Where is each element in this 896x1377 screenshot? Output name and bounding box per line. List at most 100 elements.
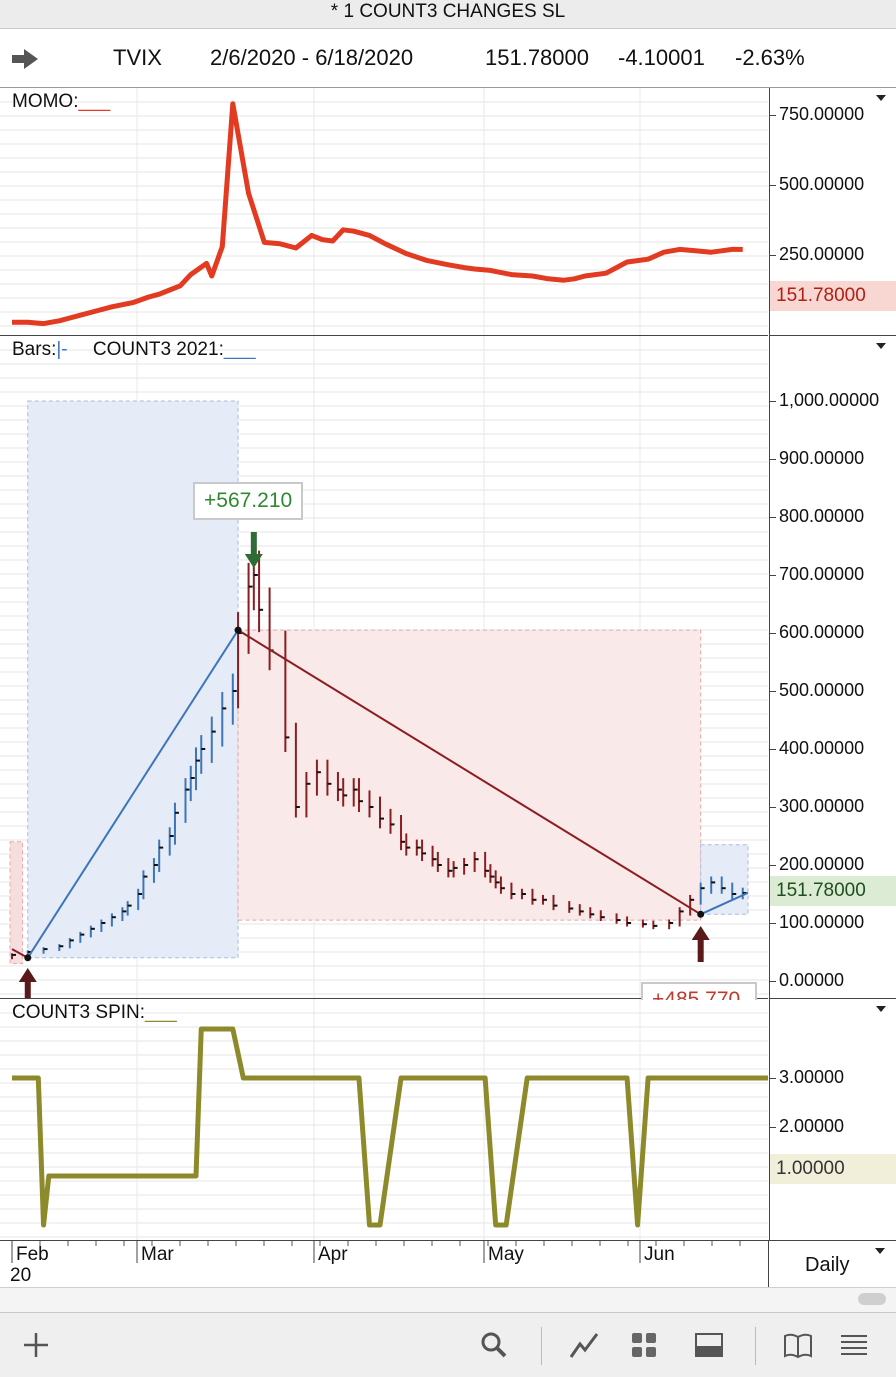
last-price: 151.78000 bbox=[485, 45, 589, 70]
short-trade-box bbox=[9, 841, 24, 965]
year-label: 20 bbox=[10, 1265, 32, 1286]
window-title: * 1 COUNT3 CHANGES SL bbox=[330, 1, 566, 22]
x-axis-month-label: Jun bbox=[644, 1244, 675, 1265]
price-scale[interactable]: 1,000.00000 900.00000 800.00000 700.00000 60… bbox=[769, 336, 896, 999]
spin-label: COUNT3 SPIN: bbox=[12, 1002, 146, 1023]
momo-legend-dash: ___ bbox=[78, 91, 111, 112]
chevron-down-icon[interactable] bbox=[874, 341, 888, 351]
panel-layout-icon[interactable] bbox=[693, 1329, 725, 1361]
toolbar-divider bbox=[755, 1327, 756, 1365]
spin-tick-label-mark bbox=[770, 1127, 776, 1128]
x-axis-month-label: Feb bbox=[16, 1244, 49, 1265]
buy-arrow-icon bbox=[691, 926, 710, 962]
momo-panel[interactable]: MOMO:___ bbox=[0, 88, 768, 336]
symbol-label[interactable]: TVIX bbox=[113, 45, 162, 70]
price-tick-label-mark bbox=[770, 575, 776, 576]
price-tick-label-mark bbox=[770, 401, 776, 402]
scrollbar-thumb[interactable] bbox=[858, 1293, 886, 1305]
bottom-toolbar bbox=[0, 1312, 896, 1377]
spin-series-line bbox=[12, 1026, 768, 1228]
add-icon[interactable] bbox=[20, 1329, 52, 1361]
momo-last-value: 151.78000 bbox=[770, 281, 896, 311]
buy-arrow-icon bbox=[18, 968, 37, 998]
chevron-down-icon[interactable] bbox=[873, 1246, 887, 1256]
spin-legend-dash: ___ bbox=[145, 1002, 177, 1023]
sell-arrow-icon bbox=[244, 532, 263, 568]
chart-line-icon[interactable] bbox=[568, 1329, 600, 1361]
period-selector[interactable]: Daily bbox=[769, 1240, 896, 1287]
momo-label: MOMO: bbox=[12, 91, 79, 112]
price-tick-label-mark bbox=[770, 865, 776, 866]
price-tick-label-mark bbox=[770, 633, 776, 634]
count3-legend-dash: ___ bbox=[223, 339, 256, 360]
arrow-right-icon[interactable] bbox=[10, 46, 40, 72]
momo-series-line bbox=[12, 101, 743, 327]
spin-chart bbox=[0, 999, 768, 1240]
momo-chart bbox=[0, 88, 768, 335]
price-tick-label-mark bbox=[770, 923, 776, 924]
price-tick-label-mark bbox=[770, 691, 776, 692]
price-tick-label: 300.00000 bbox=[779, 796, 865, 816]
book-icon[interactable] bbox=[782, 1329, 814, 1361]
price-tick-label-mark bbox=[770, 807, 776, 808]
loss-annotation-box[interactable]: +485.770 bbox=[641, 982, 757, 1000]
price-tick-label: 500.00000 bbox=[779, 680, 865, 700]
grid-icon[interactable] bbox=[628, 1329, 660, 1361]
loss-annotation: +485.770 bbox=[652, 988, 741, 1000]
momo-tick-label-mark bbox=[770, 115, 776, 116]
price-tick-label: 900.00000 bbox=[779, 448, 865, 468]
gain-annotation[interactable]: +567.210 bbox=[193, 482, 304, 520]
x-axis-month-label: Mar bbox=[141, 1244, 174, 1265]
trade-signal-point bbox=[234, 626, 242, 634]
trade-signal-point bbox=[697, 910, 705, 918]
count3-label: COUNT3 2021: bbox=[92, 339, 224, 360]
price-last-value: 151.78000 bbox=[770, 876, 896, 906]
bars-label: Bars: bbox=[12, 339, 57, 360]
count3-trend-line bbox=[26, 629, 239, 959]
spin-tick-label: 2.00000 bbox=[779, 1116, 845, 1136]
price-tick-label-mark bbox=[770, 981, 776, 982]
x-axis[interactable]: Feb Mar Apr May Jun 20 bbox=[0, 1240, 769, 1287]
price-tick-label: 800.00000 bbox=[779, 506, 865, 526]
search-icon[interactable] bbox=[478, 1329, 510, 1361]
price-tick-label: 100.00000 bbox=[779, 912, 865, 932]
momo-tick-label-mark bbox=[770, 255, 776, 256]
date-range: 2/6/2020 - 6/18/2020 bbox=[210, 45, 414, 70]
price-tick-label: 0.00000 bbox=[779, 970, 845, 990]
price-tick-label: 200.00000 bbox=[779, 854, 865, 874]
menu-icon[interactable] bbox=[838, 1329, 870, 1361]
price-tick-label: 700.00000 bbox=[779, 564, 865, 584]
bars-glyph: |- bbox=[56, 339, 68, 360]
spin-tick-label: 3.00000 bbox=[779, 1067, 845, 1087]
price-tick-label-mark bbox=[770, 459, 776, 460]
trade-signal-point bbox=[24, 954, 32, 962]
x-axis-month-label: Apr bbox=[318, 1244, 348, 1265]
momo-tick-label-mark bbox=[770, 185, 776, 186]
price-panel[interactable]: Bars:|- COUNT3 2021:___ +567.210 +485.77… bbox=[0, 336, 768, 1000]
spin-last-value: 1.00000 bbox=[770, 1154, 896, 1184]
chevron-down-icon[interactable] bbox=[874, 93, 888, 103]
momo-tick-label: 500.00000 bbox=[779, 174, 865, 194]
window-title-bar: * 1 COUNT3 CHANGES SL bbox=[0, 0, 896, 29]
toolbar-divider bbox=[541, 1327, 542, 1365]
momo-scale[interactable]: 750.00000 500.00000 250.00000 151.78000 bbox=[769, 88, 896, 336]
momo-tick-label: 250.00000 bbox=[779, 244, 865, 264]
count3-trend-line bbox=[700, 891, 749, 916]
x-axis-month-label: May bbox=[488, 1244, 524, 1265]
price-tick-label: 400.00000 bbox=[779, 738, 865, 758]
price-change: -4.10001 bbox=[618, 45, 705, 70]
horizontal-scrollbar[interactable] bbox=[0, 1287, 896, 1312]
count3-trend-line bbox=[237, 629, 702, 916]
price-tick-label-mark bbox=[770, 517, 776, 518]
price-tick-label-mark bbox=[770, 749, 776, 750]
price-change-pct: -2.63% bbox=[735, 45, 805, 70]
chevron-down-icon[interactable] bbox=[874, 1004, 888, 1014]
spin-tick-label-mark bbox=[770, 1078, 776, 1079]
spin-panel[interactable]: COUNT3 SPIN:___ bbox=[0, 999, 768, 1240]
price-tick-label: 600.00000 bbox=[779, 622, 865, 642]
spin-scale[interactable]: 3.00000 2.00000 1.00000 bbox=[769, 999, 896, 1240]
period-label: Daily bbox=[805, 1254, 850, 1276]
price-tick-label: 1,000.00000 bbox=[779, 390, 880, 410]
symbol-info-bar: TVIX 2/6/2020 - 6/18/2020 151.78000 -4.1… bbox=[0, 29, 896, 88]
price-chart bbox=[0, 336, 768, 998]
